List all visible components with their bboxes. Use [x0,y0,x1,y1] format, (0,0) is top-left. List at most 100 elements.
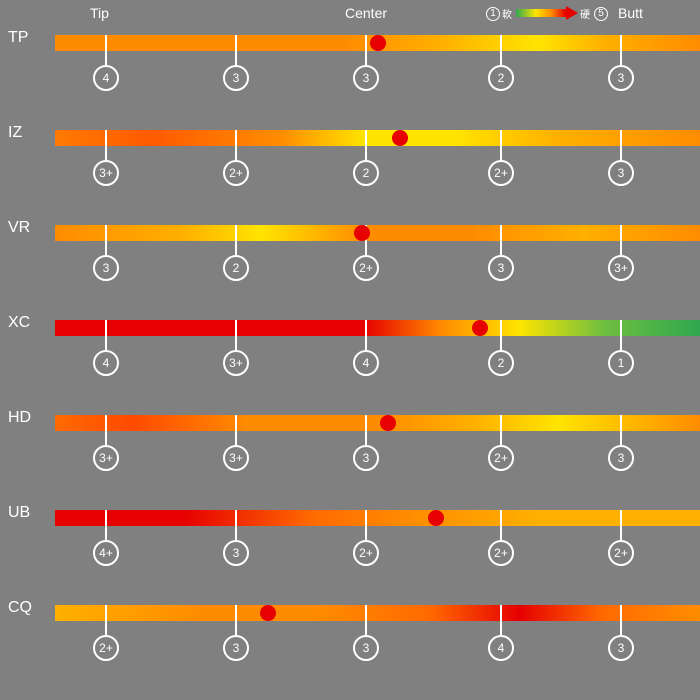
stiffness-badge: 3 [608,635,634,661]
legend-arrow-icon [566,6,578,20]
shaft-profile-chart: TipCenterButt1軟硬5TP43323IZ3+2+22+3VR322+… [0,0,700,700]
tick-mark [500,510,502,540]
tick-mark [365,130,367,160]
stiffness-badge: 3 [223,65,249,91]
stiffness-bar [55,415,700,431]
kickpoint-marker [428,510,444,526]
kickpoint-marker [260,605,276,621]
tick-mark [365,35,367,65]
stiffness-badge: 3 [353,635,379,661]
tick-mark [500,35,502,65]
header-tip-label: Tip [90,5,109,21]
stiffness-badge: 2 [353,160,379,186]
tick-mark [105,225,107,255]
stiffness-bar [55,225,700,241]
stiffness-badge: 2+ [93,635,119,661]
tick-mark [235,35,237,65]
tick-mark [365,320,367,350]
legend-soft-num: 1 [486,7,500,21]
kickpoint-marker [370,35,386,51]
row-label: UB [8,504,30,522]
row-label: TP [8,29,28,47]
tick-mark [620,415,622,445]
stiffness-badge: 4 [488,635,514,661]
tick-mark [620,320,622,350]
stiffness-badge: 2 [488,350,514,376]
tick-mark [365,510,367,540]
stiffness-badge: 2+ [353,540,379,566]
tick-mark [365,415,367,445]
kickpoint-marker [354,225,370,241]
row-label: XC [8,314,30,332]
stiffness-badge: 3 [353,65,379,91]
tick-mark [620,510,622,540]
row-label: CQ [8,599,32,617]
tick-mark [105,510,107,540]
stiffness-badge: 3+ [223,350,249,376]
header-center-label: Center [345,5,387,21]
header-butt-label: Butt [618,5,643,21]
tick-mark [235,510,237,540]
row-label: VR [8,219,30,237]
kickpoint-marker [380,415,396,431]
tick-mark [235,320,237,350]
tick-mark [620,130,622,160]
stiffness-badge: 2+ [488,160,514,186]
row-label: IZ [8,124,22,142]
stiffness-badge: 4 [93,350,119,376]
tick-mark [105,605,107,635]
legend: 1軟硬5 [490,3,600,17]
tick-mark [105,415,107,445]
tick-mark [620,225,622,255]
legend-hard-label: 硬 [580,6,590,21]
legend-gradient-bar [516,9,566,17]
stiffness-badge: 4 [353,350,379,376]
tick-mark [620,605,622,635]
tick-mark [500,605,502,635]
tick-mark [235,130,237,160]
kickpoint-marker [472,320,488,336]
tick-mark [105,130,107,160]
tick-mark [105,35,107,65]
stiffness-badge: 2+ [488,445,514,471]
stiffness-badge: 3 [608,65,634,91]
stiffness-badge: 3 [93,255,119,281]
tick-mark [500,415,502,445]
stiffness-badge: 3 [608,445,634,471]
stiffness-bar [55,510,700,526]
stiffness-badge: 3+ [223,445,249,471]
stiffness-badge: 2 [488,65,514,91]
stiffness-badge: 3 [488,255,514,281]
legend-soft-label: 軟 [502,6,512,21]
tick-mark [235,415,237,445]
stiffness-badge: 2+ [223,160,249,186]
stiffness-badge: 3 [353,445,379,471]
legend-hard-num: 5 [594,7,608,21]
kickpoint-marker [392,130,408,146]
tick-mark [105,320,107,350]
tick-mark [365,605,367,635]
tick-mark [500,320,502,350]
tick-mark [620,35,622,65]
stiffness-bar [55,320,700,336]
tick-mark [235,605,237,635]
stiffness-bar [55,130,700,146]
stiffness-badge: 3+ [608,255,634,281]
stiffness-badge: 2+ [353,255,379,281]
tick-mark [500,130,502,160]
tick-mark [235,225,237,255]
stiffness-badge: 2+ [488,540,514,566]
stiffness-badge: 3+ [93,160,119,186]
stiffness-badge: 3 [223,635,249,661]
row-label: HD [8,409,31,427]
stiffness-badge: 2+ [608,540,634,566]
stiffness-badge: 4 [93,65,119,91]
stiffness-badge: 1 [608,350,634,376]
stiffness-badge: 2 [223,255,249,281]
stiffness-badge: 3+ [93,445,119,471]
tick-mark [500,225,502,255]
stiffness-badge: 4+ [93,540,119,566]
stiffness-badge: 3 [608,160,634,186]
stiffness-bar [55,605,700,621]
stiffness-badge: 3 [223,540,249,566]
